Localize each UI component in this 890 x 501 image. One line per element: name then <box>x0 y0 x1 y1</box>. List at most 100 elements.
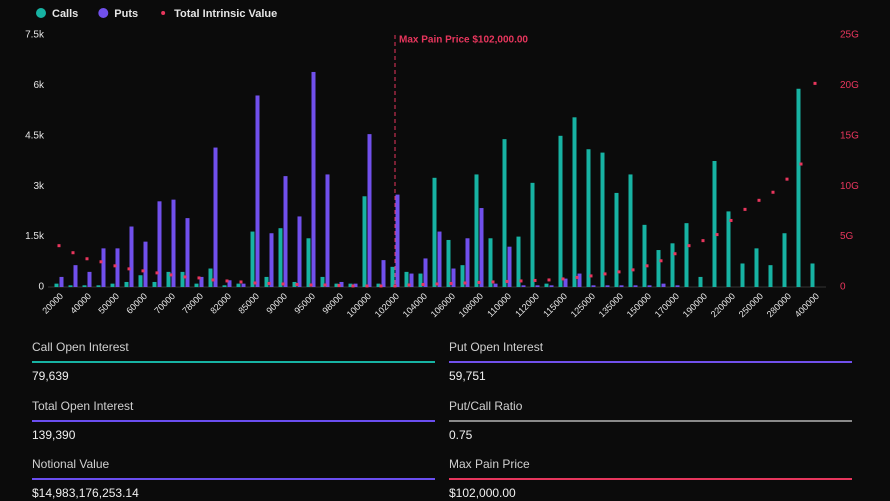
bar <box>157 201 162 287</box>
bar <box>54 283 59 287</box>
bar <box>810 263 815 287</box>
stat: Total Open Interest 139,390 <box>32 399 435 442</box>
intrinsic-value-point <box>673 252 677 256</box>
bar <box>166 271 171 287</box>
x-tick-label: 115000 <box>541 291 569 319</box>
bar <box>530 182 535 287</box>
intrinsic-value-point <box>225 279 229 283</box>
bar <box>507 246 512 287</box>
intrinsic-value-point <box>449 281 453 285</box>
bar <box>152 281 157 287</box>
y2-tick-label: 0 <box>840 282 846 293</box>
bar <box>339 281 344 287</box>
stat-label: Put Open Interest <box>449 340 544 354</box>
intrinsic-value-point <box>715 233 719 237</box>
intrinsic-value-point <box>799 162 803 166</box>
intrinsic-value-point <box>729 218 733 222</box>
legend-label: Puts <box>114 8 138 20</box>
bar <box>82 285 87 287</box>
legend-swatch <box>36 8 46 18</box>
intrinsic-value-point <box>323 283 327 287</box>
bar <box>712 161 717 287</box>
stat-label: Notional Value <box>32 457 110 471</box>
x-tick-label: 104000 <box>401 291 429 319</box>
x-tick-label: 280000 <box>765 291 793 319</box>
y2-tick-label: 10G <box>840 181 859 192</box>
bar <box>768 265 773 287</box>
stat-label: Max Pain Price <box>449 457 530 471</box>
bar <box>353 283 358 287</box>
bar <box>306 238 311 287</box>
x-tick-label: 50000 <box>96 291 121 316</box>
bar <box>362 196 367 287</box>
bar <box>549 285 554 287</box>
bar <box>479 208 484 287</box>
intrinsic-value-point <box>407 283 411 287</box>
intrinsic-value-point <box>435 282 439 286</box>
bar <box>73 265 78 287</box>
intrinsic-value-point <box>491 280 495 284</box>
bar <box>124 281 129 287</box>
bar <box>796 88 801 287</box>
bar <box>418 273 423 287</box>
bar <box>558 135 563 287</box>
bar <box>208 268 213 287</box>
intrinsic-value-point <box>617 270 621 274</box>
bar <box>138 275 143 287</box>
bar <box>619 285 624 287</box>
intrinsic-value-point <box>183 275 187 279</box>
intrinsic-value-point <box>463 281 467 285</box>
stat-value: 139,390 <box>32 427 76 442</box>
y-tick-label: 0 <box>38 282 44 293</box>
y-tick-label: 3k <box>33 181 45 192</box>
bar <box>264 276 269 287</box>
stat-value: $102,000.00 <box>449 486 516 500</box>
bar <box>675 285 680 287</box>
bar <box>283 176 288 287</box>
stat-value: 79,639 <box>32 369 69 383</box>
intrinsic-value-point <box>71 251 75 255</box>
bar <box>572 117 577 287</box>
bar <box>535 285 540 287</box>
bar <box>740 263 745 287</box>
bar <box>367 134 372 287</box>
bar <box>516 236 521 287</box>
intrinsic-value-point <box>519 279 523 283</box>
bar <box>446 239 451 287</box>
bar <box>213 147 218 287</box>
intrinsic-value-point <box>687 244 691 248</box>
bar <box>647 285 652 287</box>
bar <box>661 283 666 287</box>
x-tick-label: 100000 <box>345 291 373 319</box>
intrinsic-value-point <box>659 259 663 263</box>
x-tick-label: 90000 <box>264 291 289 316</box>
x-tick-label: 106000 <box>429 291 457 319</box>
bar <box>488 238 493 287</box>
bar <box>782 233 787 287</box>
x-tick-label: 102000 <box>373 291 401 319</box>
intrinsic-value-point <box>547 278 551 282</box>
x-tick-label: 40000 <box>68 291 93 316</box>
x-tick-label: 190000 <box>681 291 709 319</box>
bar <box>325 174 330 287</box>
y-tick-label: 1.5k <box>25 231 45 242</box>
stat: Notional Value $14,983,176,253.14 <box>32 457 435 500</box>
intrinsic-value-point <box>393 284 397 288</box>
intrinsic-value-point <box>561 277 565 281</box>
bar <box>255 95 260 287</box>
intrinsic-value-point <box>85 257 89 261</box>
intrinsic-value-point <box>141 269 145 273</box>
bar <box>68 285 73 287</box>
x-tick-label: 60000 <box>124 291 149 316</box>
intrinsic-value-point <box>631 268 635 272</box>
bar <box>591 285 596 287</box>
intrinsic-value-point <box>295 282 299 286</box>
bar <box>670 243 675 287</box>
x-tick-label: 135000 <box>597 291 625 319</box>
intrinsic-value-point <box>309 283 313 287</box>
intrinsic-value-point <box>645 264 649 268</box>
bar <box>250 231 255 287</box>
x-tick-label: 70000 <box>152 291 177 316</box>
bar <box>563 278 568 287</box>
intrinsic-value-point <box>351 284 355 288</box>
